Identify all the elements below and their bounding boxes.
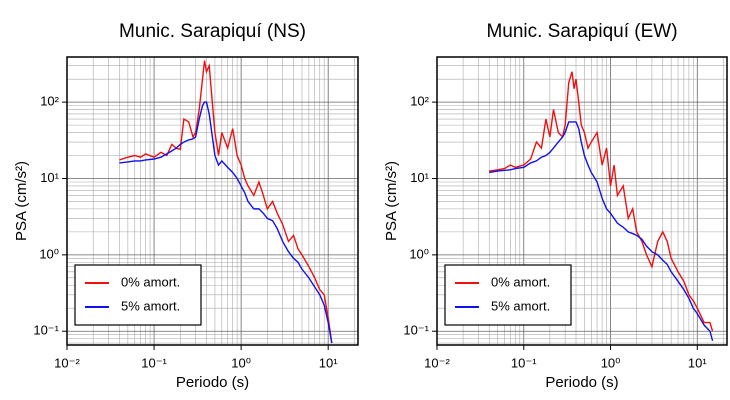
plot-frame xyxy=(436,56,728,346)
y-tick-label: 10² xyxy=(40,94,59,109)
plot-frame xyxy=(66,56,359,346)
line-series xyxy=(489,71,714,332)
chart: 10⁻² 10⁻¹ 10⁰ 10¹ 10⁻¹ 10⁰ 10¹ 10² 0% amort. 5% a… xyxy=(13,21,359,391)
y-tick-label: 10² xyxy=(410,94,429,109)
legend-label: 0% amort. xyxy=(491,274,550,289)
y-axis-label: PSA (cm/s²) xyxy=(13,161,30,241)
x-tick-label: 10¹ xyxy=(319,355,338,370)
line-series xyxy=(489,121,714,341)
y-axis-label: PSA (cm/s²) xyxy=(383,161,400,241)
legend-label: 5% amort. xyxy=(121,298,180,313)
y-tick-label: 10¹ xyxy=(40,170,59,185)
legend-box xyxy=(444,264,572,326)
x-tick-label: 10⁰ xyxy=(231,355,251,370)
y-tick-label: 10⁰ xyxy=(39,246,59,261)
legend: 0% amort. 5% amort. xyxy=(444,264,572,326)
x-axis-label: Periodo (s) xyxy=(545,374,618,391)
y-tick-label: 10¹ xyxy=(410,170,429,185)
y-tick-label: 10⁰ xyxy=(409,246,429,261)
legend-box xyxy=(74,264,202,326)
x-axis-label: Periodo (s) xyxy=(176,374,249,391)
x-tick-label: 10¹ xyxy=(688,355,707,370)
line-series xyxy=(119,60,333,344)
x-tick-label: 10⁻² xyxy=(424,355,450,370)
line-series xyxy=(119,101,333,344)
chart-title: Munic. Sarapiquí (NS) xyxy=(119,21,306,42)
x-tick-label: 10⁰ xyxy=(601,355,621,370)
legend-label: 0% amort. xyxy=(121,274,180,289)
legend-label: 5% amort. xyxy=(491,298,550,313)
x-tick-label: 10⁻² xyxy=(54,355,80,370)
x-tick-label: 10⁻¹ xyxy=(511,355,537,370)
y-tick-label: 10⁻¹ xyxy=(33,323,59,338)
legend: 0% amort. 5% amort. xyxy=(74,264,202,326)
chart: 10⁻² 10⁻¹ 10⁰ 10¹ 10⁻¹ 10⁰ 10¹ 10² 0% amort. 5% a… xyxy=(383,21,728,391)
y-tick-label: 10⁻¹ xyxy=(403,323,429,338)
chart-title: Munic. Sarapiquí (EW) xyxy=(486,21,677,42)
x-tick-label: 10⁻¹ xyxy=(141,355,167,370)
